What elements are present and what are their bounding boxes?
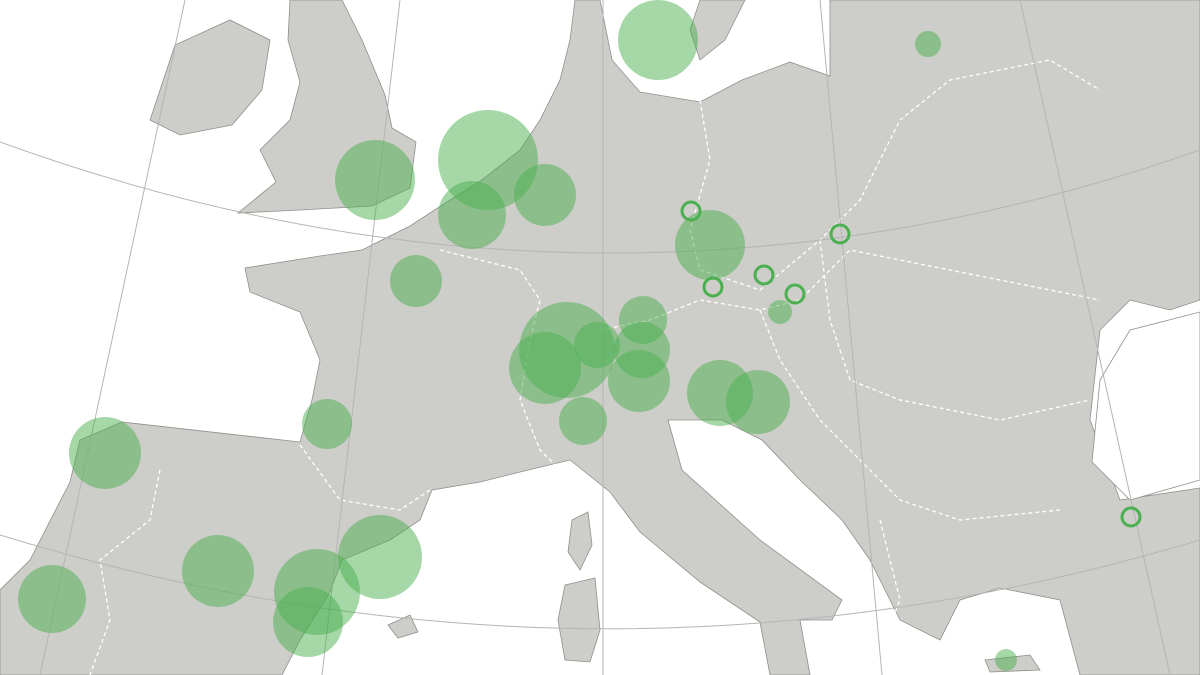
bubble xyxy=(390,255,442,307)
bubble xyxy=(335,140,415,220)
ireland xyxy=(149,19,271,136)
bubble xyxy=(509,332,581,404)
parallel xyxy=(0,534,1200,630)
bubble xyxy=(726,370,790,434)
ring-marker xyxy=(784,283,806,305)
bubble xyxy=(273,587,343,657)
ring-marker xyxy=(829,223,851,245)
parallel xyxy=(0,141,1200,254)
corsica xyxy=(567,511,593,571)
bubble xyxy=(182,535,254,607)
black-sea xyxy=(1091,311,1200,501)
border xyxy=(89,469,161,675)
bubble xyxy=(559,397,607,445)
bubble xyxy=(18,565,86,633)
bubble xyxy=(514,164,576,226)
border xyxy=(759,309,1061,521)
bubble xyxy=(675,210,745,280)
bubble xyxy=(608,350,670,412)
meridian xyxy=(819,0,883,675)
border xyxy=(299,444,431,511)
sardinia xyxy=(557,577,601,663)
border xyxy=(819,239,1091,421)
bubble xyxy=(338,515,422,599)
bubble xyxy=(618,0,698,80)
ring-marker xyxy=(753,264,775,286)
ring-marker xyxy=(680,200,702,222)
bubbles xyxy=(18,0,1142,671)
bubble xyxy=(574,322,620,368)
bubble xyxy=(915,31,941,57)
ring-marker xyxy=(1120,506,1142,528)
bubble xyxy=(768,300,792,324)
bubble xyxy=(995,649,1017,671)
bubble xyxy=(438,181,506,249)
ring-marker xyxy=(702,276,724,298)
bubble xyxy=(69,417,141,489)
meridian xyxy=(1019,0,1171,675)
bubble xyxy=(302,399,352,449)
meridian xyxy=(39,0,186,675)
